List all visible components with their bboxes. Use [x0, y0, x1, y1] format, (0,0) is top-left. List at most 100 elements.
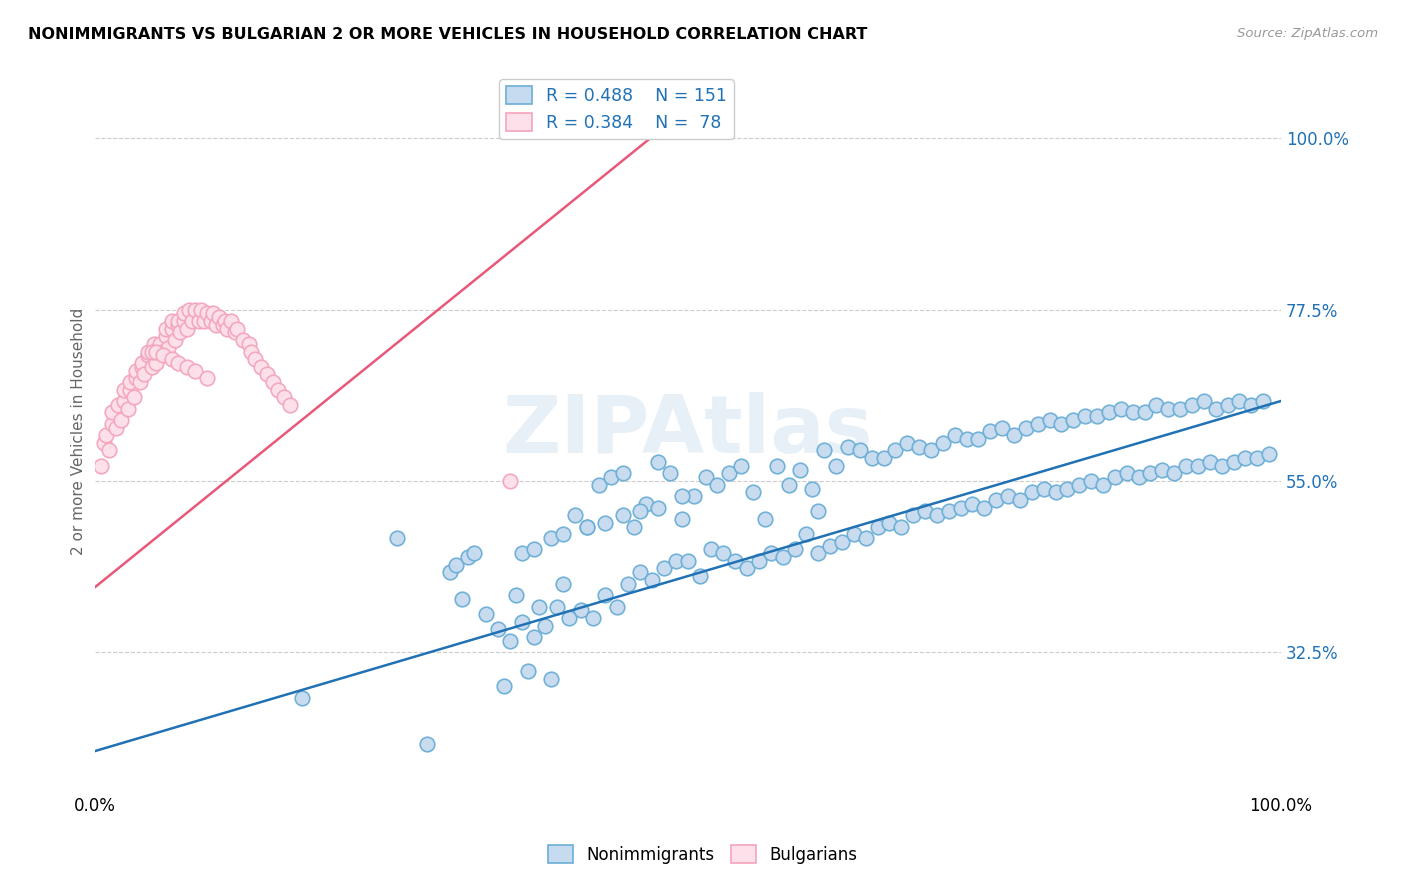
Point: [700, 542, 723, 557]
Point: [134, 368, 156, 382]
Point: [96, 428, 118, 442]
Point: [202, 306, 225, 320]
Point: [184, 363, 207, 377]
Point: [499, 633, 522, 648]
Point: [1045, 485, 1067, 500]
Point: [232, 333, 254, 347]
Point: [219, 314, 242, 328]
Point: [884, 443, 907, 458]
Point: [217, 321, 239, 335]
Point: [486, 623, 509, 637]
Point: [149, 341, 172, 355]
Point: [224, 326, 246, 340]
Point: [1026, 417, 1049, 431]
Point: [872, 451, 894, 466]
Point: [214, 314, 236, 328]
Point: [152, 344, 174, 359]
Point: [499, 474, 522, 488]
Point: [173, 306, 195, 320]
Point: [617, 576, 640, 591]
Point: [735, 561, 758, 575]
Point: [588, 477, 610, 491]
Point: [606, 599, 628, 614]
Point: [89, 458, 111, 473]
Point: [553, 527, 575, 541]
Point: [93, 435, 115, 450]
Point: [184, 302, 207, 317]
Point: [200, 314, 222, 328]
Point: [385, 531, 408, 545]
Point: [962, 497, 984, 511]
Point: [783, 542, 806, 557]
Point: [569, 603, 592, 617]
Point: [641, 573, 664, 587]
Point: [860, 451, 883, 466]
Point: [682, 489, 704, 503]
Point: [575, 519, 598, 533]
Text: NONIMMIGRANTS VS BULGARIAN 2 OR MORE VEHICLES IN HOUSEHOLD CORRELATION CHART: NONIMMIGRANTS VS BULGARIAN 2 OR MORE VEH…: [28, 27, 868, 42]
Point: [801, 482, 824, 496]
Point: [1175, 458, 1198, 473]
Point: [1133, 405, 1156, 419]
Point: [457, 550, 479, 565]
Point: [558, 611, 581, 625]
Point: [510, 546, 533, 560]
Point: [128, 375, 150, 389]
Point: [582, 611, 605, 625]
Point: [1050, 417, 1073, 431]
Point: [908, 440, 931, 454]
Point: [155, 321, 177, 335]
Point: [813, 443, 835, 458]
Text: ZIPAtlas: ZIPAtlas: [502, 392, 873, 470]
Point: [120, 375, 142, 389]
Point: [1074, 409, 1097, 424]
Point: [730, 458, 752, 473]
Point: [152, 348, 174, 362]
Point: [706, 477, 728, 491]
Point: [1144, 398, 1167, 412]
Point: [943, 428, 966, 442]
Point: [1211, 458, 1233, 473]
Point: [575, 519, 598, 533]
Point: [676, 554, 699, 568]
Point: [475, 607, 498, 622]
Point: [155, 329, 177, 343]
Point: [564, 508, 586, 523]
Point: [837, 440, 859, 454]
Point: [169, 326, 191, 340]
Point: [765, 458, 787, 473]
Point: [256, 368, 278, 382]
Point: [262, 375, 284, 389]
Point: [1002, 428, 1025, 442]
Point: [955, 432, 977, 446]
Point: [920, 443, 942, 458]
Point: [157, 341, 180, 355]
Point: [612, 467, 634, 481]
Point: [593, 588, 616, 602]
Point: [166, 314, 188, 328]
Point: [1240, 398, 1263, 412]
Point: [125, 371, 148, 385]
Point: [136, 344, 159, 359]
Point: [278, 398, 301, 412]
Point: [1198, 455, 1220, 469]
Point: [831, 534, 853, 549]
Point: [211, 318, 233, 332]
Point: [1021, 485, 1043, 500]
Point: [1216, 398, 1239, 412]
Point: [901, 508, 924, 523]
Point: [117, 401, 139, 416]
Point: [628, 504, 651, 518]
Point: [623, 519, 645, 533]
Point: [1109, 401, 1132, 416]
Point: [160, 314, 183, 328]
Point: [671, 512, 693, 526]
Point: [145, 356, 167, 370]
Point: [1229, 394, 1251, 409]
Point: [179, 302, 201, 317]
Point: [165, 333, 187, 347]
Point: [973, 500, 995, 515]
Point: [1128, 470, 1150, 484]
Point: [439, 566, 461, 580]
Point: [101, 405, 124, 419]
